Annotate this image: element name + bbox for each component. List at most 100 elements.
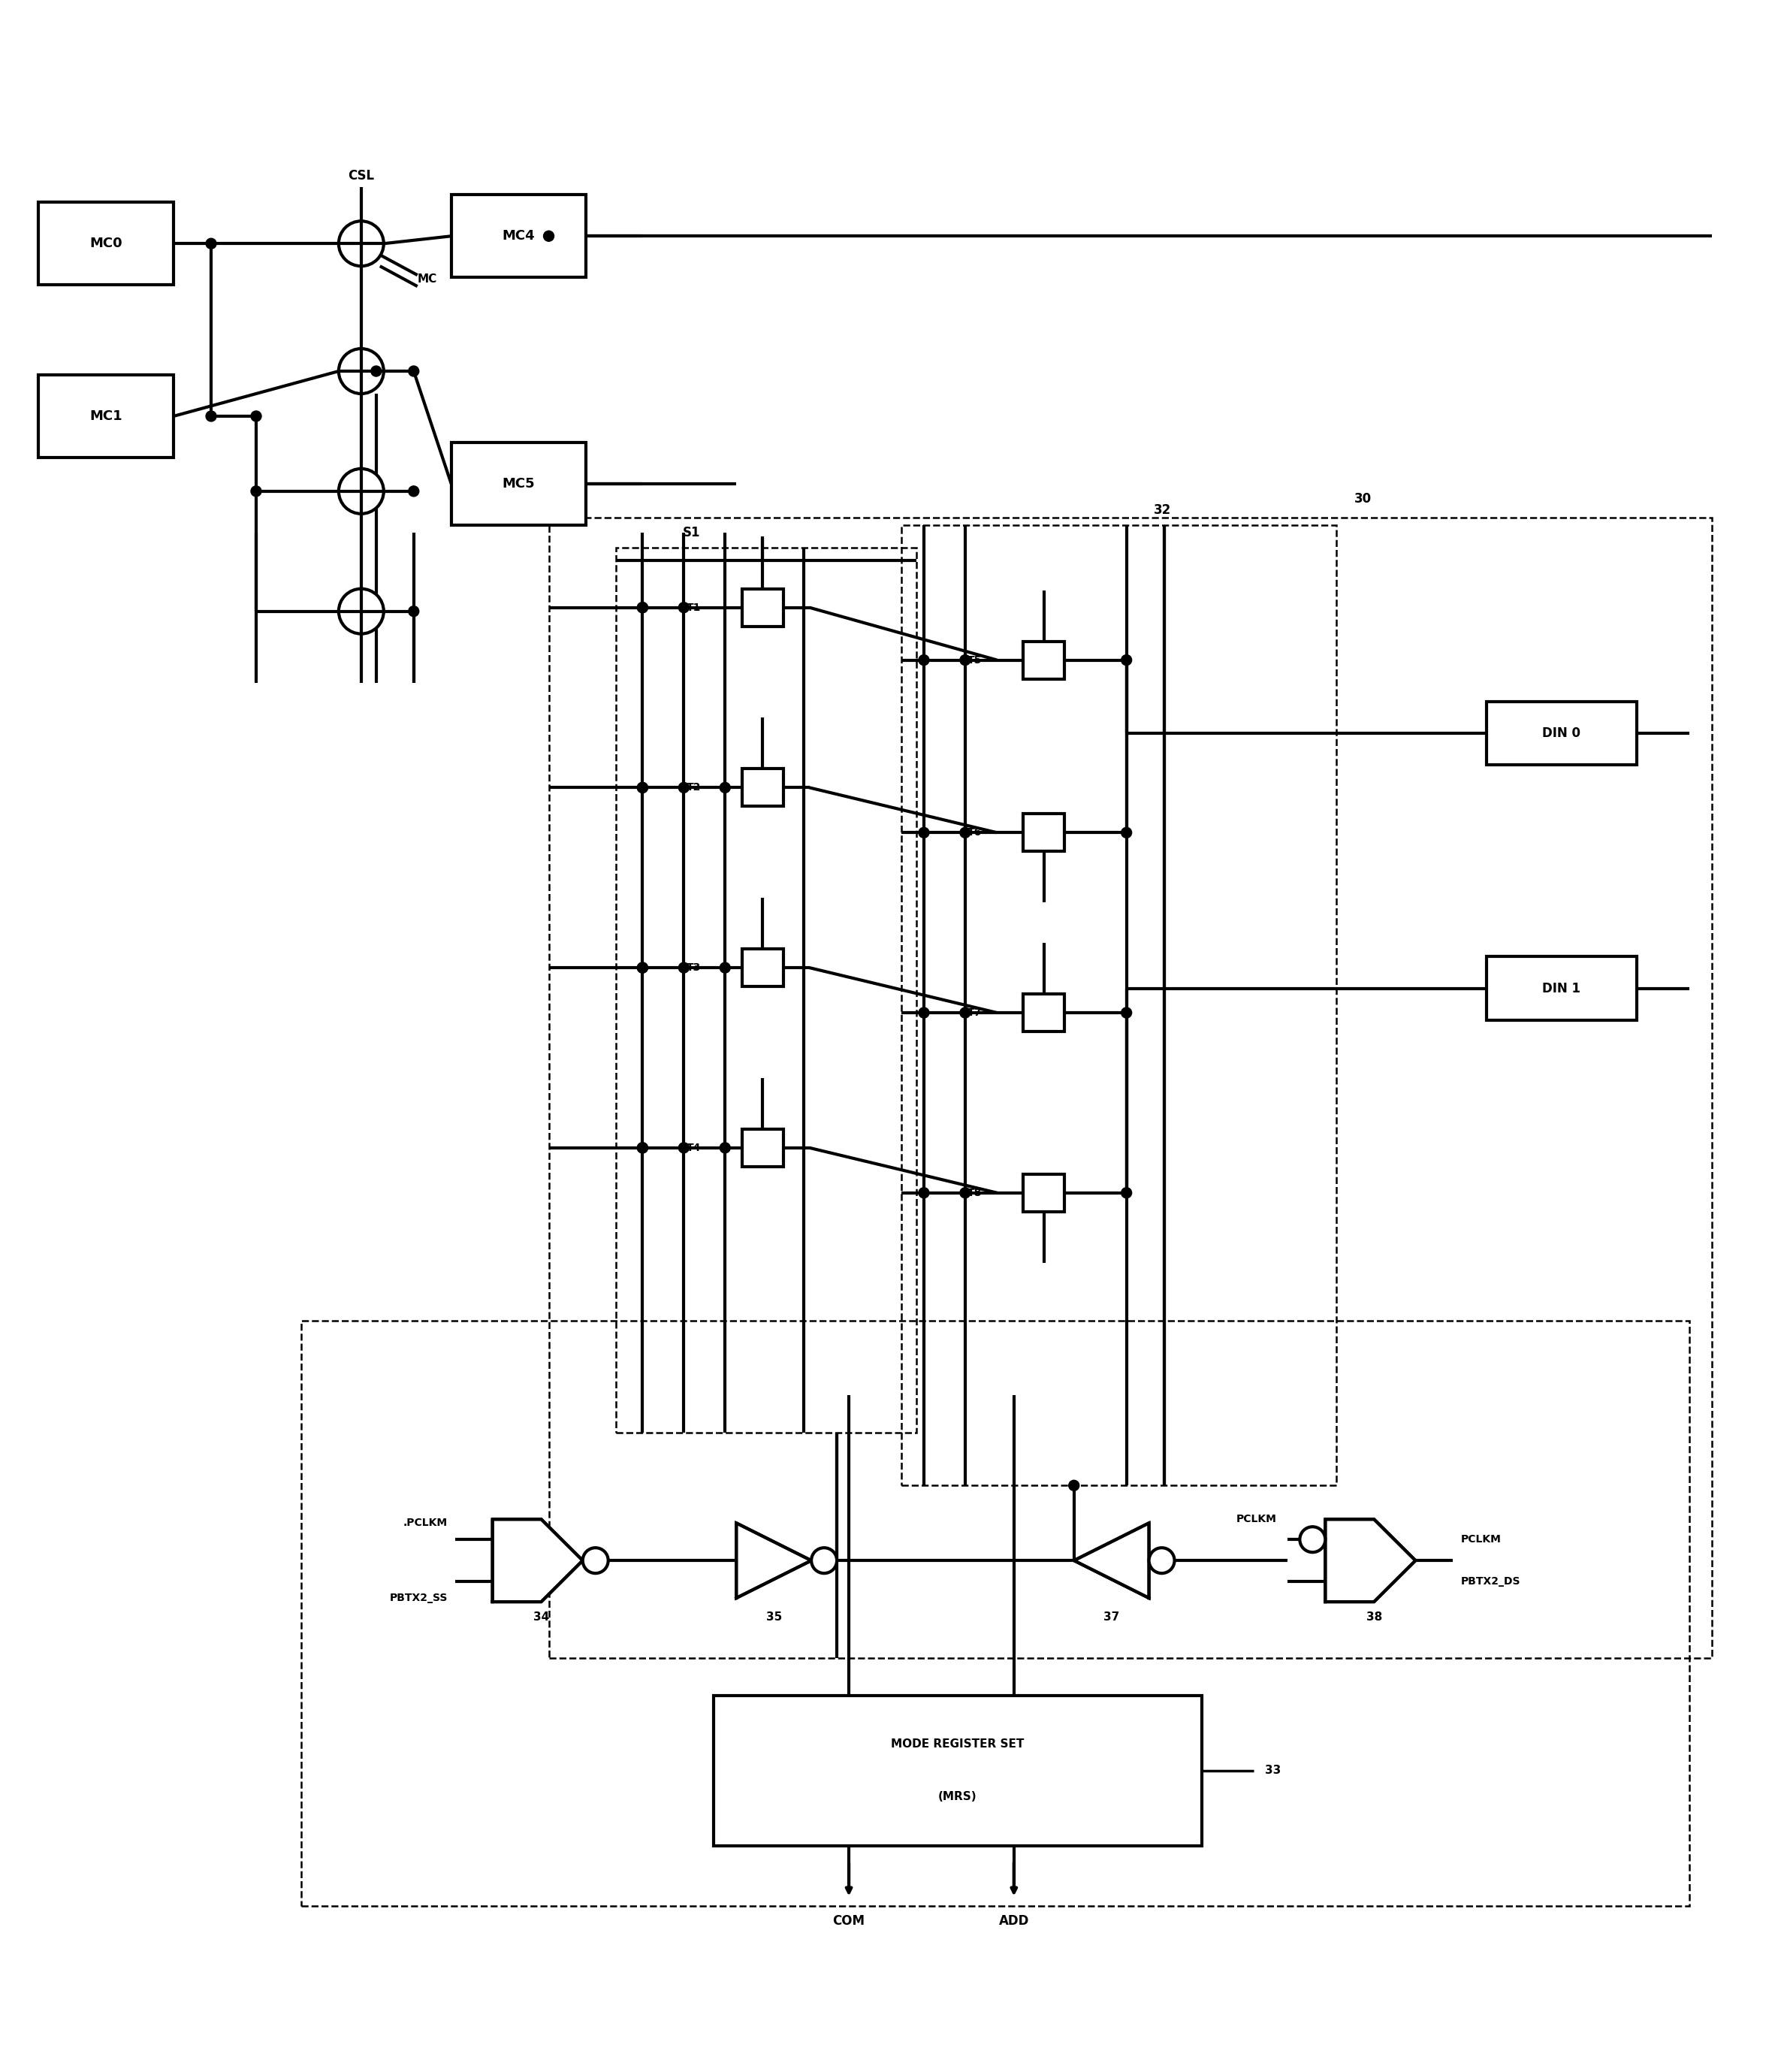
Text: (MRS): (MRS): [939, 1792, 978, 1803]
Circle shape: [637, 783, 647, 794]
Text: 34: 34: [533, 1612, 549, 1622]
Bar: [452, 195, 587, 278]
Bar: [1024, 1175, 1065, 1212]
Polygon shape: [1325, 1519, 1415, 1602]
Text: 35: 35: [766, 1612, 782, 1622]
Bar: [713, 1695, 1202, 1846]
Circle shape: [637, 1142, 647, 1152]
Circle shape: [720, 963, 731, 974]
Circle shape: [251, 410, 261, 421]
Circle shape: [919, 1007, 930, 1017]
Polygon shape: [493, 1519, 583, 1602]
Circle shape: [409, 487, 420, 497]
Circle shape: [720, 1142, 731, 1152]
Text: T2: T2: [686, 783, 701, 794]
Text: 37: 37: [1104, 1612, 1120, 1622]
Bar: [617, 547, 916, 1434]
Text: T1: T1: [686, 603, 701, 613]
Circle shape: [919, 827, 930, 837]
Circle shape: [960, 1187, 971, 1198]
Polygon shape: [736, 1523, 811, 1598]
Text: 32: 32: [1154, 503, 1172, 516]
Text: T3: T3: [686, 963, 701, 974]
Text: T8: T8: [967, 1187, 981, 1198]
Circle shape: [1122, 655, 1133, 665]
Text: MC1: MC1: [89, 410, 123, 423]
Circle shape: [1149, 1548, 1175, 1573]
Text: S1: S1: [683, 526, 701, 539]
Circle shape: [206, 410, 217, 421]
Text: PBTX2_SS: PBTX2_SS: [389, 1593, 448, 1604]
Circle shape: [1122, 1007, 1133, 1017]
Circle shape: [960, 1007, 971, 1017]
Circle shape: [811, 1548, 837, 1573]
Circle shape: [251, 487, 261, 497]
Circle shape: [919, 1187, 930, 1198]
Text: ADD: ADD: [999, 1915, 1029, 1927]
Text: T5: T5: [967, 655, 981, 665]
Bar: [39, 203, 174, 284]
Circle shape: [1300, 1527, 1325, 1552]
Bar: [1024, 642, 1065, 680]
Circle shape: [637, 1142, 647, 1152]
Circle shape: [206, 238, 217, 249]
Bar: [1486, 957, 1638, 1019]
Text: MC4: MC4: [503, 230, 535, 242]
Bar: [549, 518, 1712, 1658]
Bar: [1024, 814, 1065, 852]
Circle shape: [409, 605, 420, 617]
Text: T7: T7: [967, 1007, 981, 1017]
Bar: [452, 443, 587, 524]
Text: MC: MC: [418, 274, 437, 284]
Circle shape: [338, 348, 384, 394]
Circle shape: [338, 222, 384, 265]
Text: DIN 1: DIN 1: [1543, 982, 1581, 995]
Text: 33: 33: [1266, 1765, 1282, 1776]
Circle shape: [1069, 1479, 1079, 1490]
Text: 30: 30: [1355, 491, 1371, 506]
Text: T4: T4: [686, 1142, 701, 1152]
Circle shape: [637, 603, 647, 613]
Circle shape: [679, 783, 690, 794]
Circle shape: [1122, 1187, 1133, 1198]
Bar: [300, 1320, 1689, 1906]
Circle shape: [720, 783, 731, 794]
Circle shape: [1122, 827, 1133, 837]
Text: 38: 38: [1366, 1612, 1382, 1622]
Text: CSL: CSL: [348, 170, 375, 182]
Text: PCLKM: PCLKM: [1460, 1533, 1501, 1546]
Polygon shape: [1074, 1523, 1149, 1598]
Text: MC0: MC0: [89, 236, 123, 251]
Text: MODE REGISTER SET: MODE REGISTER SET: [891, 1738, 1024, 1751]
Circle shape: [637, 963, 647, 974]
Text: MC5: MC5: [503, 477, 535, 491]
Circle shape: [679, 603, 690, 613]
Bar: [741, 1129, 784, 1167]
Bar: [39, 375, 174, 458]
Circle shape: [637, 963, 647, 974]
Text: PBTX2_DS: PBTX2_DS: [1460, 1577, 1520, 1587]
Bar: [901, 524, 1337, 1486]
Bar: [741, 588, 784, 626]
Circle shape: [960, 827, 971, 837]
Text: .PCLKM: .PCLKM: [404, 1519, 448, 1529]
Text: T6: T6: [967, 827, 981, 837]
Text: DIN 0: DIN 0: [1543, 727, 1581, 740]
Circle shape: [919, 655, 930, 665]
Bar: [1024, 995, 1065, 1032]
Circle shape: [409, 367, 420, 377]
Circle shape: [544, 230, 555, 240]
Circle shape: [583, 1548, 608, 1573]
Circle shape: [679, 963, 690, 974]
Bar: [741, 769, 784, 806]
Circle shape: [338, 588, 384, 634]
Bar: [1486, 700, 1638, 765]
Bar: [741, 949, 784, 986]
Text: COM: COM: [832, 1915, 866, 1927]
Circle shape: [338, 468, 384, 514]
Circle shape: [372, 367, 382, 377]
Circle shape: [637, 603, 647, 613]
Circle shape: [960, 655, 971, 665]
Circle shape: [679, 1142, 690, 1152]
Circle shape: [637, 783, 647, 794]
